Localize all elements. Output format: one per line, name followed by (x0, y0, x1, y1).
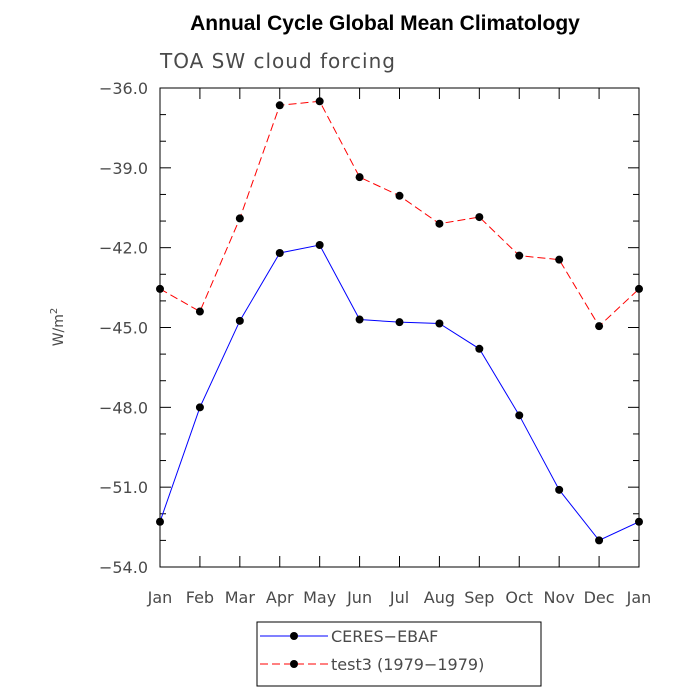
series-point (475, 344, 484, 353)
series-point (395, 318, 404, 327)
series-point (555, 255, 564, 264)
series-point (235, 316, 244, 325)
series-point (195, 307, 204, 316)
x-tick-label: Dec (584, 588, 615, 607)
x-tick-label: Jun (346, 588, 372, 607)
series-point (156, 284, 164, 293)
series-point (435, 319, 444, 328)
series-point (195, 403, 204, 412)
x-tick-label: Sep (464, 588, 494, 607)
x-tick-label: Jan (626, 588, 652, 607)
series-point (435, 219, 444, 228)
x-tick-label: Feb (186, 588, 214, 607)
legend-label-test3: test3 (1979−1979) (331, 655, 484, 674)
y-tick-label: −36.0 (99, 79, 148, 98)
series-point (315, 241, 324, 250)
series-line (159, 100, 640, 327)
x-tick-label: Nov (544, 588, 575, 607)
series-point (275, 248, 284, 257)
series-point (395, 191, 404, 200)
y-tick-label: −51.0 (99, 478, 148, 497)
legend: CERES−EBAF test3 (1979−1979) (256, 621, 542, 687)
series-point (635, 284, 643, 293)
y-tick-label: −48.0 (99, 398, 148, 417)
y-tick-label: −42.0 (99, 239, 148, 258)
x-ticks: Jan Feb Mar Apr May Jun Jul Aug Sep Oct Nov Dec Jan (147, 88, 652, 607)
series-point (355, 173, 364, 182)
x-tick-label: Oct (505, 588, 533, 607)
series-point (635, 517, 643, 526)
plot-frame (159, 87, 640, 568)
series-point (275, 101, 284, 110)
series-line (159, 244, 640, 542)
legend-marker-ceres (290, 632, 298, 640)
x-tick-label: Jul (389, 588, 409, 607)
x-tick-label: Jan (147, 588, 173, 607)
series-point (595, 322, 604, 331)
series-point (515, 411, 524, 420)
series-point (156, 517, 164, 526)
x-tick-label: May (303, 588, 336, 607)
y-tick-label: −54.0 (99, 558, 148, 577)
x-tick-label: Mar (225, 588, 256, 607)
y-tick-label: −39.0 (99, 159, 148, 178)
series-point (475, 213, 484, 222)
x-tick-label: Apr (266, 588, 294, 607)
y-ticks: −36.0 −39.0 −42.0 −45.0 −48.0 −51.0 −54.0 (99, 79, 639, 577)
x-tick-label: Aug (424, 588, 455, 607)
series-point (355, 315, 364, 324)
series-point (515, 251, 524, 260)
series-point (555, 485, 564, 494)
series-point (315, 97, 324, 106)
legend-box (256, 621, 542, 687)
series-point (235, 214, 244, 223)
y-tick-label: −45.0 (99, 319, 148, 338)
series-layer (156, 97, 643, 545)
y-axis-label: W/m2 (49, 308, 67, 347)
chart-subtitle: TOA SW cloud forcing (159, 49, 396, 73)
chart-title: Annual Cycle Global Mean Climatology (190, 12, 580, 35)
legend-label-ceres: CERES−EBAF (331, 627, 438, 646)
series-point (595, 536, 604, 545)
legend-marker-test3 (290, 660, 298, 668)
